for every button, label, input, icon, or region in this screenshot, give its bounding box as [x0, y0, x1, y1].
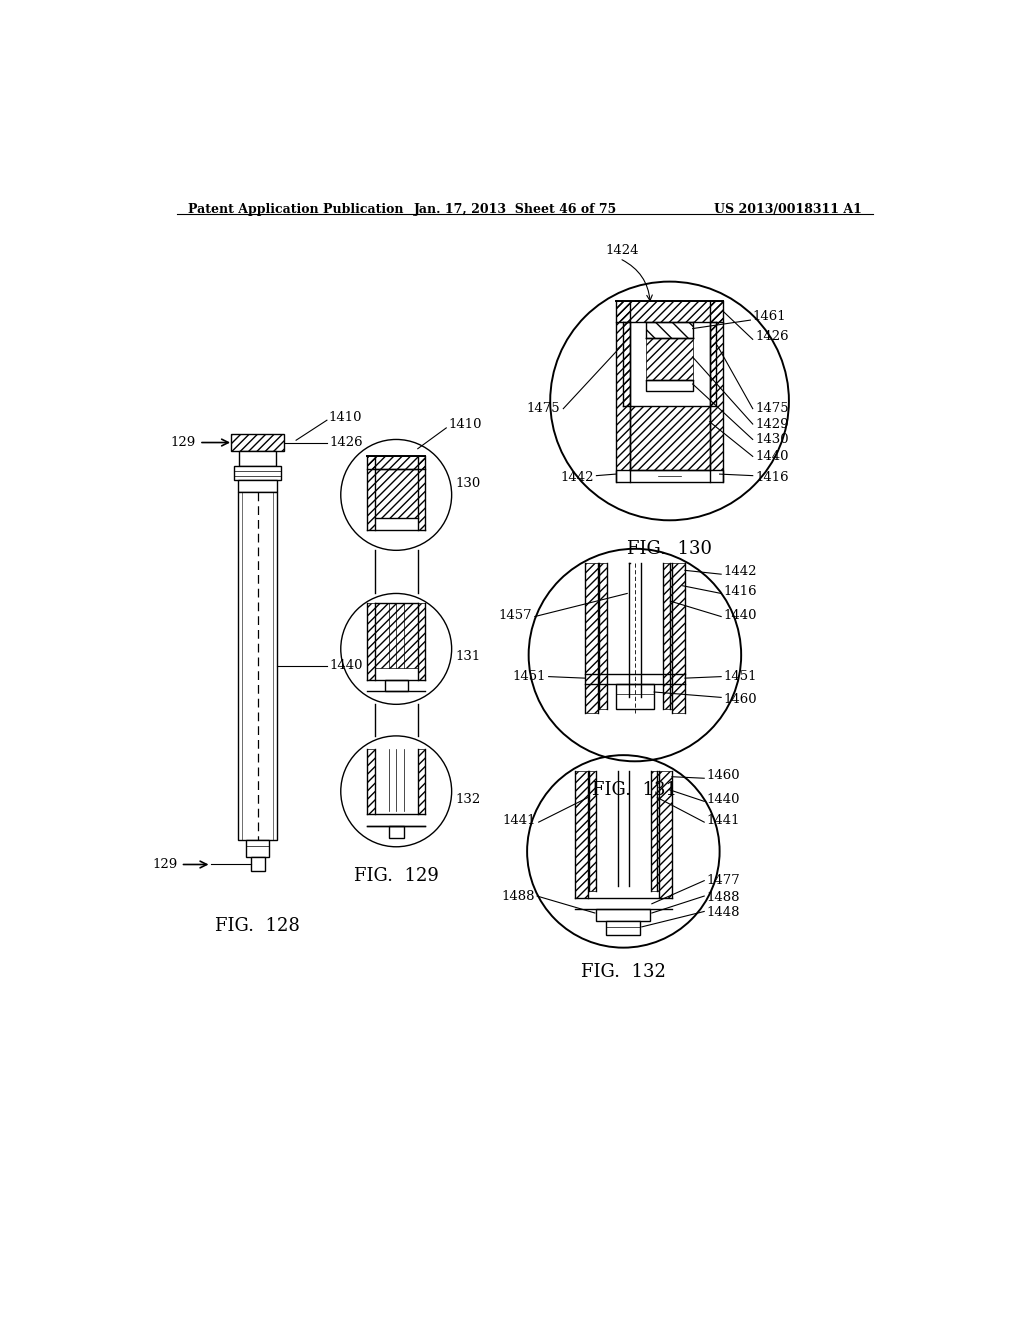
Bar: [646, 380, 692, 391]
Text: 1475: 1475: [755, 403, 788, 416]
Bar: [615, 301, 724, 322]
Text: FIG.  129: FIG. 129: [353, 867, 438, 884]
Bar: [663, 562, 672, 709]
Text: 1488: 1488: [502, 890, 535, 903]
Bar: [651, 771, 658, 891]
Bar: [418, 603, 425, 680]
Text: 1416: 1416: [724, 585, 757, 598]
Bar: [375, 603, 418, 668]
Bar: [646, 338, 692, 380]
Text: 130: 130: [456, 477, 480, 490]
Text: US 2013/0018311 A1: US 2013/0018311 A1: [714, 203, 862, 216]
Text: 1424: 1424: [605, 244, 639, 257]
Text: FIG.  132: FIG. 132: [581, 964, 666, 981]
Bar: [672, 562, 685, 713]
Bar: [385, 680, 408, 692]
Text: 1440: 1440: [724, 609, 757, 622]
Text: 1430: 1430: [755, 433, 788, 446]
Text: 129: 129: [171, 436, 196, 449]
Bar: [574, 771, 588, 898]
Text: 1410: 1410: [449, 418, 482, 432]
Bar: [231, 434, 284, 451]
Bar: [615, 301, 630, 482]
Text: 1451: 1451: [724, 671, 757, 684]
Text: FIG.  128: FIG. 128: [215, 917, 300, 935]
Text: 1442: 1442: [724, 565, 757, 578]
Bar: [710, 322, 716, 407]
Text: 1477: 1477: [707, 874, 740, 887]
Bar: [239, 480, 276, 492]
Bar: [251, 857, 264, 871]
Text: 1426: 1426: [330, 436, 362, 449]
Bar: [367, 748, 375, 814]
Bar: [246, 840, 269, 857]
Bar: [367, 457, 375, 529]
Text: 1461: 1461: [753, 310, 786, 323]
Text: 1488: 1488: [707, 891, 740, 904]
Text: 1475: 1475: [526, 403, 560, 416]
Bar: [418, 748, 425, 814]
Text: 1440: 1440: [755, 450, 788, 463]
Bar: [367, 603, 375, 680]
Text: 1457: 1457: [499, 609, 532, 622]
Bar: [585, 562, 598, 713]
Text: 129: 129: [153, 858, 177, 871]
Bar: [710, 301, 724, 482]
Text: 1460: 1460: [707, 770, 740, 783]
Bar: [624, 322, 630, 407]
Bar: [588, 771, 596, 891]
Text: 132: 132: [456, 792, 480, 805]
Bar: [418, 457, 425, 529]
Text: 1451: 1451: [513, 671, 547, 684]
Text: FIG.  131: FIG. 131: [593, 780, 678, 799]
Bar: [367, 457, 425, 470]
Bar: [596, 909, 650, 921]
Bar: [630, 407, 710, 470]
Bar: [388, 826, 403, 838]
Bar: [658, 771, 672, 898]
Bar: [606, 921, 640, 935]
Text: 1460: 1460: [724, 693, 757, 706]
Text: 1416: 1416: [755, 471, 788, 484]
Bar: [231, 434, 284, 451]
Bar: [646, 322, 692, 338]
Text: 1441: 1441: [707, 814, 740, 828]
Bar: [615, 684, 654, 709]
Text: Jan. 17, 2013  Sheet 46 of 75: Jan. 17, 2013 Sheet 46 of 75: [414, 203, 617, 216]
Text: Patent Application Publication: Patent Application Publication: [188, 203, 403, 216]
Bar: [240, 451, 276, 466]
Bar: [375, 470, 418, 517]
Bar: [233, 466, 282, 480]
Text: 1410: 1410: [329, 411, 361, 424]
Text: FIG.  130: FIG. 130: [627, 540, 712, 558]
Text: 1442: 1442: [560, 471, 594, 484]
Text: 1441: 1441: [503, 814, 537, 828]
Text: 1448: 1448: [707, 907, 740, 920]
Bar: [598, 562, 607, 709]
Text: 1429: 1429: [755, 417, 788, 430]
Bar: [615, 470, 724, 482]
Text: 1440: 1440: [707, 793, 740, 807]
Text: 131: 131: [456, 649, 480, 663]
Text: 1440: 1440: [330, 659, 362, 672]
Bar: [239, 492, 276, 840]
Text: 1426: 1426: [755, 330, 788, 343]
